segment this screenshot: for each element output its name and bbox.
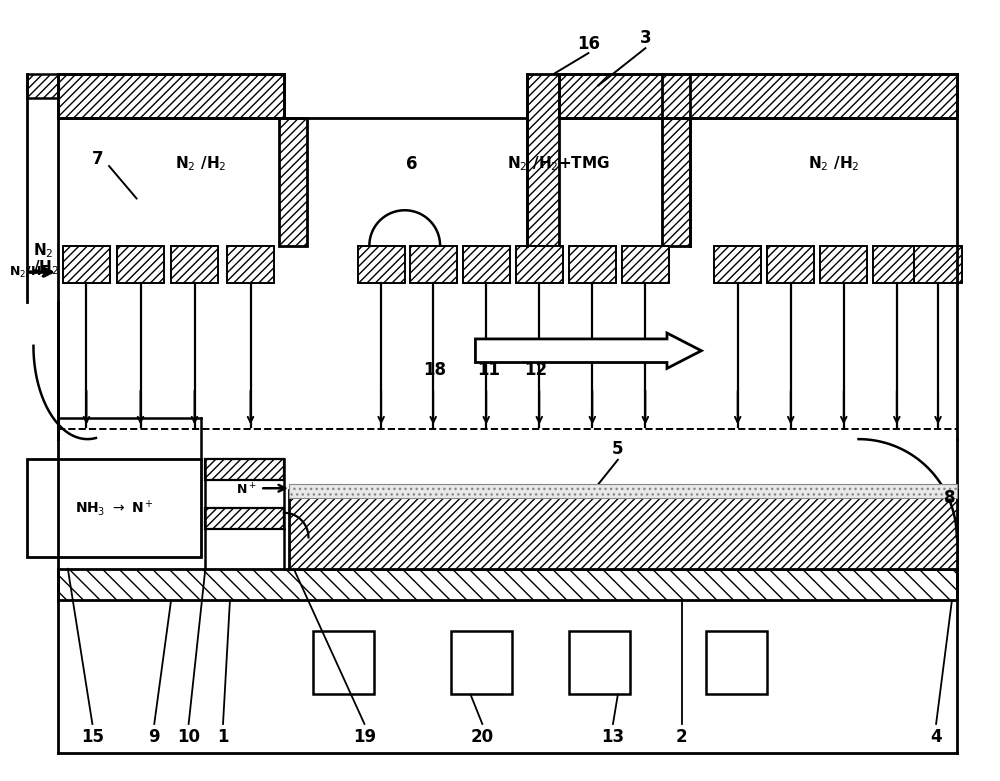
- Bar: [559, 73, 957, 118]
- Bar: [569, 630, 630, 694]
- Text: N$_2$ /H$_2$: N$_2$ /H$_2$: [175, 155, 226, 173]
- Text: 3: 3: [640, 30, 651, 48]
- Bar: [706, 630, 767, 694]
- Text: 16: 16: [577, 35, 600, 53]
- Bar: [410, 245, 457, 283]
- Text: 20: 20: [471, 728, 494, 746]
- Text: 7: 7: [91, 150, 103, 168]
- Bar: [767, 245, 814, 283]
- Bar: [820, 245, 867, 283]
- Text: 11: 11: [477, 362, 500, 380]
- Text: NH$_3$ $\rightarrow$ N$^+$: NH$_3$ $\rightarrow$ N$^+$: [75, 498, 153, 518]
- Bar: [527, 73, 559, 245]
- Text: 2: 2: [676, 728, 688, 746]
- Text: 19: 19: [353, 728, 376, 746]
- Text: 1: 1: [217, 728, 229, 746]
- Bar: [289, 484, 957, 498]
- Bar: [358, 245, 405, 283]
- Bar: [516, 245, 563, 283]
- Text: N$_2$ /H$_2$+TMG: N$_2$ /H$_2$+TMG: [507, 155, 610, 173]
- Text: N$^+$: N$^+$: [236, 483, 257, 497]
- Text: 15: 15: [81, 728, 104, 746]
- Bar: [714, 245, 761, 283]
- Bar: [58, 569, 957, 601]
- Bar: [27, 73, 58, 98]
- Bar: [873, 245, 920, 283]
- Bar: [463, 245, 510, 283]
- Text: N$_2$ /H$_2$: N$_2$ /H$_2$: [808, 155, 860, 173]
- Bar: [205, 508, 284, 530]
- Text: 10: 10: [177, 728, 200, 746]
- Bar: [914, 245, 962, 283]
- Bar: [569, 245, 616, 283]
- Text: 4: 4: [930, 728, 942, 746]
- Text: 18: 18: [423, 362, 446, 380]
- Bar: [279, 118, 307, 245]
- FancyArrow shape: [475, 333, 701, 369]
- Bar: [622, 245, 669, 283]
- Text: 9: 9: [148, 728, 160, 746]
- Text: N$_2$/H$_2$: N$_2$/H$_2$: [9, 265, 47, 280]
- Text: 12: 12: [524, 362, 547, 380]
- Bar: [227, 245, 274, 283]
- Bar: [117, 245, 164, 283]
- Bar: [63, 245, 110, 283]
- Bar: [289, 490, 957, 569]
- Bar: [27, 458, 201, 557]
- Text: /H$_2$: /H$_2$: [33, 258, 60, 276]
- Bar: [171, 245, 218, 283]
- Text: N$_2$: N$_2$: [33, 241, 54, 260]
- Text: 8: 8: [944, 489, 956, 507]
- Bar: [205, 458, 284, 480]
- Bar: [451, 630, 512, 694]
- Bar: [313, 630, 374, 694]
- Text: 6: 6: [406, 155, 417, 173]
- Text: 13: 13: [601, 728, 625, 746]
- Bar: [58, 73, 284, 118]
- Text: 5: 5: [612, 440, 624, 458]
- Bar: [662, 118, 690, 245]
